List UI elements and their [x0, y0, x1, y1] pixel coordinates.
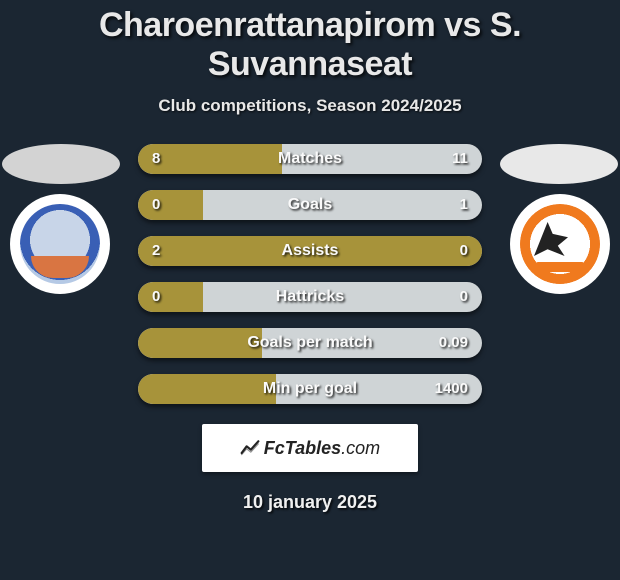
comparison-container: 811Matches 01Goals 20Assists 00Hattricks 0.0… — [0, 144, 620, 414]
crest-right-icon — [520, 204, 600, 284]
date-text: 10 january 2025 — [0, 492, 620, 513]
subtitle: Club competitions, Season 2024/2025 — [0, 96, 620, 116]
stat-label: Matches — [138, 144, 482, 174]
crest-left-icon — [20, 204, 100, 284]
club-logo-right — [510, 194, 610, 294]
stat-label: Goals per match — [138, 328, 482, 358]
page-title: Charoenrattanapirom vs S. Suvannaseat — [0, 0, 620, 84]
stat-bars: 811Matches 01Goals 20Assists 00Hattricks 0.0… — [138, 144, 482, 420]
stat-bar: 1400Min per goal — [138, 374, 482, 404]
stat-label: Goals — [138, 190, 482, 220]
stat-bar: 0.09Goals per match — [138, 328, 482, 358]
watermark-strong: FcTables — [264, 438, 341, 458]
stat-label: Assists — [138, 236, 482, 266]
stat-bar: 811Matches — [138, 144, 482, 174]
watermark-icon — [240, 438, 260, 458]
stat-bar: 01Goals — [138, 190, 482, 220]
stat-bar: 00Hattricks — [138, 282, 482, 312]
player-left-shadow — [2, 144, 120, 184]
stat-bar: 20Assists — [138, 236, 482, 266]
watermark: FcTables.com — [202, 424, 418, 472]
stat-label: Min per goal — [138, 374, 482, 404]
watermark-text: FcTables.com — [264, 438, 380, 459]
club-logo-left — [10, 194, 110, 294]
stat-label: Hattricks — [138, 282, 482, 312]
player-right-shadow — [500, 144, 618, 184]
watermark-light: .com — [341, 438, 380, 458]
